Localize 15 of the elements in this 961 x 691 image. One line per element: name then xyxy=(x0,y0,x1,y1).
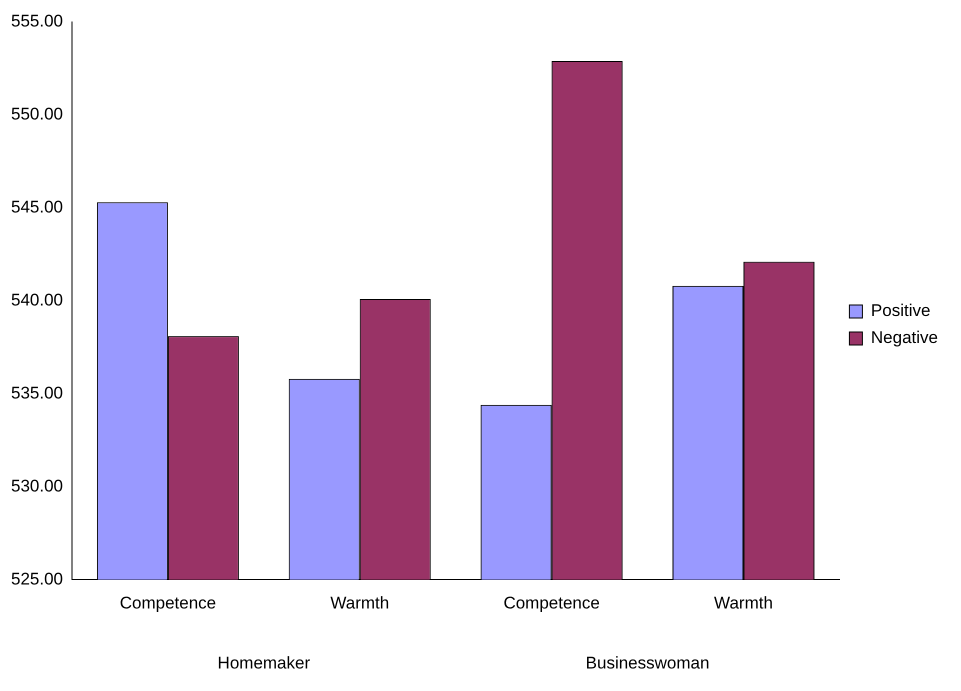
x-tick-label: Competence xyxy=(503,593,600,612)
y-tick-label: 525.00 xyxy=(10,569,63,588)
text: Homemaker xyxy=(218,654,310,673)
x-tick-label: Warmth xyxy=(330,593,390,612)
y-tick-label: 555.00 xyxy=(10,12,63,31)
legend-label: Negative xyxy=(870,328,938,348)
text: Businesswoman xyxy=(586,654,710,673)
x-tick-label: Warmth xyxy=(714,593,773,612)
y-tick-label: 550.00 xyxy=(10,104,63,124)
y-tick-label: 540.00 xyxy=(10,290,63,310)
y-tick-label: 545.00 xyxy=(10,198,63,217)
y-tick-label: 530.00 xyxy=(10,476,63,496)
x-tick-label: Competence xyxy=(120,593,216,612)
legend-label: Positive xyxy=(870,301,930,320)
y-tick-label: 535.00 xyxy=(10,383,63,402)
